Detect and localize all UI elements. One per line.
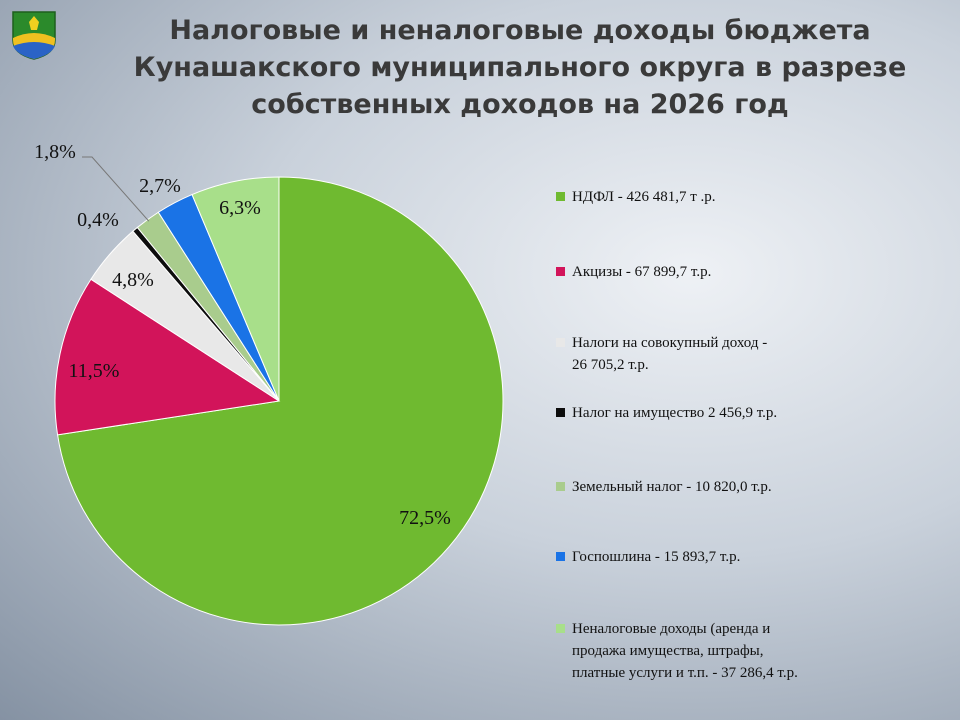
- data-label-akcizy: 11,5%: [69, 360, 120, 382]
- pie-slice-nenalogovye: [191, 176, 280, 402]
- coat-of-arms-logo: [12, 11, 56, 60]
- legend-item-zemelny: Земельный налог - 10 820,0 т.р.: [556, 476, 946, 498]
- legend-item-gosposhlina: Госпошлина - 15 893,7 т.р.: [556, 546, 946, 568]
- legend-swatch-akcizy: [556, 267, 565, 276]
- legend-label-zemelny: Земельный налог - 10 820,0 т.р.: [572, 479, 772, 495]
- data-label-imushchestvo: 0,4%: [77, 209, 119, 231]
- leader-line-zemelny: [82, 156, 150, 222]
- legend-label-ndfl: НДФЛ - 426 481,7 т .р.: [572, 189, 716, 205]
- legend-label-nenalogovye-line-1: Неналоговые доходы (аренда и: [572, 621, 771, 637]
- legend-label-nenalogovye-line-3: платные услуги и т.п. - 37 286,4 т.р.: [572, 665, 798, 681]
- pie-slice-ndfl: [56, 176, 504, 626]
- legend-item-akcizy: Акцизы - 67 899,7 т.р.: [556, 261, 946, 283]
- data-label-zemelny: 1,8%: [34, 141, 76, 163]
- legend-label-gosposhlina: Госпошлина - 15 893,7 т.р.: [572, 549, 741, 565]
- legend-item-nalogi_sovok: Налоги на совокупный доход - 26 705,2 т.р…: [556, 332, 946, 376]
- data-label-nalogi_sovok: 4,8%: [112, 269, 154, 291]
- legend-item-ndfl: НДФЛ - 426 481,7 т .р.: [556, 186, 946, 208]
- legend-item-imushchestvo: Налог на имущество 2 456,9 т.р.: [556, 402, 946, 424]
- data-label-gosposhlina: 2,7%: [139, 175, 181, 197]
- data-label-nenalogovye: 6,3%: [219, 197, 261, 219]
- legend-label-nalogi_sovok-line-1: Налоги на совокупный доход -: [572, 335, 768, 351]
- title-line-1: Налоговые и неналоговые доходы бюджета: [169, 15, 871, 46]
- legend-label-imushchestvo: Налог на имущество 2 456,9 т.р.: [572, 405, 778, 421]
- legend-label-akcizy: Акцизы - 67 899,7 т.р.: [572, 264, 712, 280]
- pie-slice-akcizy: [54, 278, 281, 436]
- legend-swatch-nalogi_sovok: [556, 338, 565, 347]
- legend-swatch-ndfl: [556, 192, 565, 201]
- slide-title: Налоговые и неналоговые доходы бюджета К…: [120, 12, 920, 123]
- legend-item-nenalogovye: Неналоговые доходы (аренда и продажа имущ…: [556, 618, 946, 684]
- data-label-ndfl: 72,5%: [399, 507, 451, 529]
- legend-swatch-nenalogovye: [556, 624, 565, 633]
- legend-swatch-imushchestvo: [556, 408, 565, 417]
- legend-swatch-zemelny: [556, 482, 565, 491]
- legend-swatch-gosposhlina: [556, 552, 565, 561]
- title-line-2: Кунашакского муниципального округа в раз…: [133, 52, 907, 83]
- legend-label-nalogi_sovok-line-2: 26 705,2 т.р.: [572, 357, 649, 373]
- legend-label-nenalogovye-line-2: продажа имущества, штрафы,: [572, 643, 764, 659]
- title-line-3: собственных доходов на 2026 год: [251, 89, 789, 120]
